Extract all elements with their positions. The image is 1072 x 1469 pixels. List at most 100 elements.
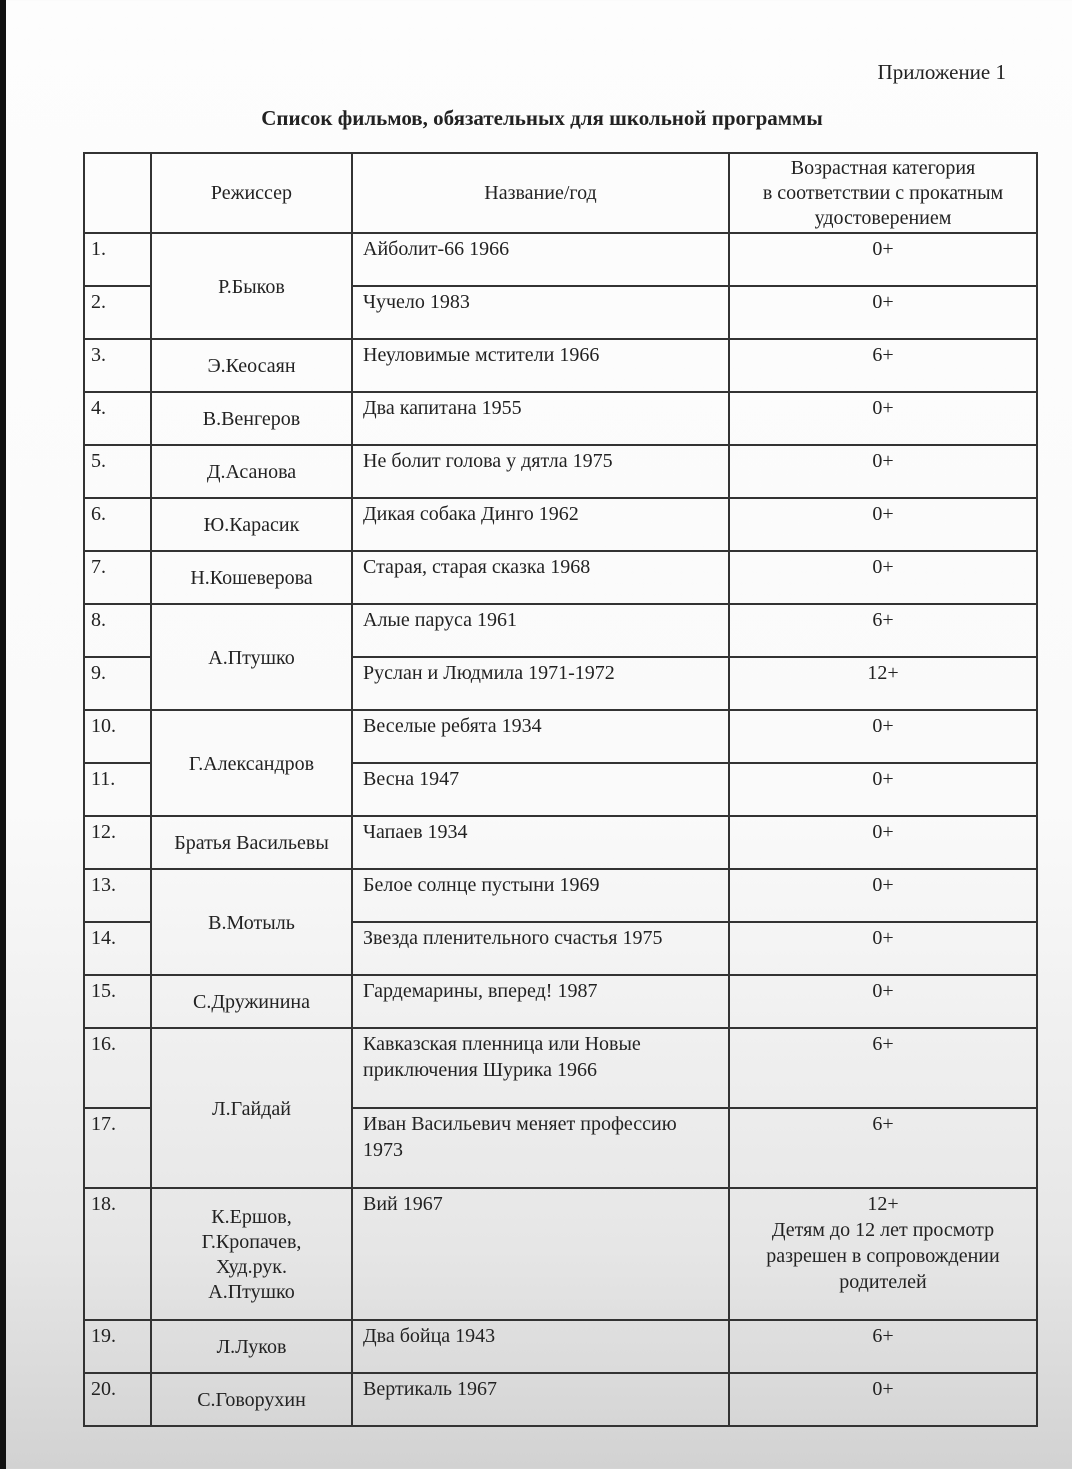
film-row: 9. Руслан и Людмила 1971-1972 12+: [83, 656, 1038, 711]
age-rating: 6+: [872, 1033, 894, 1055]
film-title: Два бойца 1943: [351, 1319, 730, 1374]
director: А.Птушко: [150, 603, 353, 711]
appendix-label: Приложение 1: [877, 60, 1006, 84]
film-title: Весна 1947: [351, 762, 730, 817]
age-category: 12+: [728, 656, 1038, 711]
row-number: 15.: [83, 974, 152, 1029]
film-row: 16. Л.Гайдай Кавказская пленница или Новые…: [83, 1027, 1038, 1189]
film-title: Дикая собака Динго 1962: [351, 497, 730, 552]
age-category: 0+: [728, 974, 1038, 1029]
age-rating: 0+: [872, 927, 894, 949]
age-rating: 0+: [872, 450, 894, 472]
age-rating: 6+: [872, 344, 894, 366]
age-rating: 0+: [872, 874, 894, 896]
title: Список фильмов, обязательных для школьно…: [261, 106, 823, 130]
director-line: В.Венгеров: [202, 408, 301, 430]
age-rating: 12+: [867, 662, 899, 684]
age-rating: 0+: [872, 980, 894, 1002]
age-note: Детям до 12 лет просмотр разрешен в сопр…: [766, 1219, 1000, 1293]
header-cell: Режиссер: [150, 152, 353, 234]
row-number: 17.: [83, 1107, 152, 1189]
film-row: 5. Д.Асанова Не болит голова у дятла 1975 0…: [83, 444, 1038, 499]
director-line: Р.Быков: [218, 275, 285, 298]
film-row: 19. Л.Луков Два бойца 1943 6+: [83, 1319, 1038, 1374]
director-line: Н.Кошеверова: [190, 567, 313, 589]
director-line: С.Дружинина: [193, 991, 310, 1013]
row-number: 13.: [83, 868, 152, 923]
film-row: 4. В.Венгеров Два капитана 1955 0+: [83, 391, 1038, 446]
header-line: в соответствии с прокатным: [762, 181, 1004, 204]
row-number: 7.: [83, 550, 152, 605]
film-title: Гардемарины, вперед! 1987: [351, 974, 730, 1029]
film-row: 7. Н.Кошеверова Старая, старая сказка 1968…: [83, 550, 1038, 605]
age-category: 0+: [728, 1372, 1038, 1427]
film-title: Неуловимые мстители 1966: [351, 338, 730, 393]
film-title: Вий 1967: [351, 1187, 730, 1321]
film-row: 8. А.Птушко Алые паруса 1961 6+: [83, 603, 1038, 711]
row-number: 16.: [83, 1027, 152, 1109]
row-number: 12.: [83, 815, 152, 870]
age-rating: 6+: [872, 609, 894, 631]
director: К.Ершов, Г.Кропачев, Худ.рук. А.Птушко: [150, 1187, 353, 1321]
film-row: 1. Р.Быков Айболит-66 1966 0+: [83, 232, 1038, 340]
film-title: Два капитана 1955: [351, 391, 730, 446]
director-line: Л.Гайдай: [212, 1097, 291, 1120]
age-category: 6+: [728, 338, 1038, 393]
age-category: 6+: [728, 1107, 1038, 1189]
age-rating: 0+: [872, 556, 894, 578]
film-row: 3. Э.Кеосаян Неуловимые мстители 1966 6+: [83, 338, 1038, 393]
film-title: Чапаев 1934: [351, 815, 730, 870]
director: С.Говорухин: [150, 1372, 353, 1427]
age-category: 0+: [728, 232, 1038, 287]
header-line: удостоверением: [814, 206, 952, 229]
director: Л.Луков: [150, 1319, 353, 1374]
director-line: В.Мотыль: [208, 911, 295, 934]
film-row: 15. С.Дружинина Гардемарины, вперед! 1987 0…: [83, 974, 1038, 1029]
film-title: Звезда пленительного счастья 1975: [351, 921, 730, 976]
age-category: 6+: [728, 603, 1038, 658]
film-row: 6. Ю.Карасик Дикая собака Динго 1962 0+: [83, 497, 1038, 552]
age-rating: 0+: [872, 821, 894, 843]
age-rating: 0+: [872, 291, 894, 313]
film-row: 13. В.Мотыль Белое солнце пустыни 1969 0+: [83, 868, 1038, 976]
film-title: Алые паруса 1961: [351, 603, 730, 658]
film-title: Чучело 1983: [351, 285, 730, 340]
film-title: Старая, старая сказка 1968: [351, 550, 730, 605]
director-line: А.Птушко: [208, 1281, 295, 1303]
row-number: 9.: [83, 656, 152, 711]
row-number: 1.: [83, 232, 152, 287]
age-category: 0+: [728, 762, 1038, 817]
age-category: 0+: [728, 550, 1038, 605]
director-line: С.Говорухин: [197, 1389, 306, 1411]
age-rating: 6+: [872, 1325, 894, 1347]
row-number: 5.: [83, 444, 152, 499]
director: Н.Кошеверова: [150, 550, 353, 605]
age-category: 0+: [728, 285, 1038, 340]
director: Д.Асанова: [150, 444, 353, 499]
director-line: Ю.Карасик: [203, 514, 300, 536]
age-rating: 0+: [872, 768, 894, 790]
film-table: Режиссер Название/год Возрастная категор…: [83, 152, 1038, 1427]
film-title: Кавказская пленница или Новые приключени…: [351, 1027, 730, 1109]
row-number: 10.: [83, 709, 152, 764]
film-row: 2. Чучело 1983 0+: [83, 285, 1038, 340]
director-line: Г.Кропачев,: [201, 1231, 302, 1253]
age-category: 12+ Детям до 12 лет просмотр разрешен в с…: [728, 1187, 1038, 1321]
film-row: 18. К.Ершов, Г.Кропачев, Худ.рук. А.Птушко Ви…: [83, 1187, 1038, 1321]
director-line: К.Ершов,: [211, 1206, 292, 1228]
row-number: 18.: [83, 1187, 152, 1321]
director: В.Венгеров: [150, 391, 353, 446]
director: Л.Гайдай: [150, 1027, 353, 1189]
director-line: Худ.рук.: [215, 1256, 288, 1278]
row-number: 19.: [83, 1319, 152, 1374]
film-row: 10. Г.Александров Веселые ребята 1934 0+: [83, 709, 1038, 817]
film-title: Вертикаль 1967: [351, 1372, 730, 1427]
age-category: 6+: [728, 1027, 1038, 1109]
row-number: 14.: [83, 921, 152, 976]
header-cell: [83, 152, 152, 234]
age-rating: 0+: [872, 238, 894, 260]
film-title: Не болит голова у дятла 1975: [351, 444, 730, 499]
director-line: Братья Васильевы: [174, 832, 329, 854]
row-number: 2.: [83, 285, 152, 340]
